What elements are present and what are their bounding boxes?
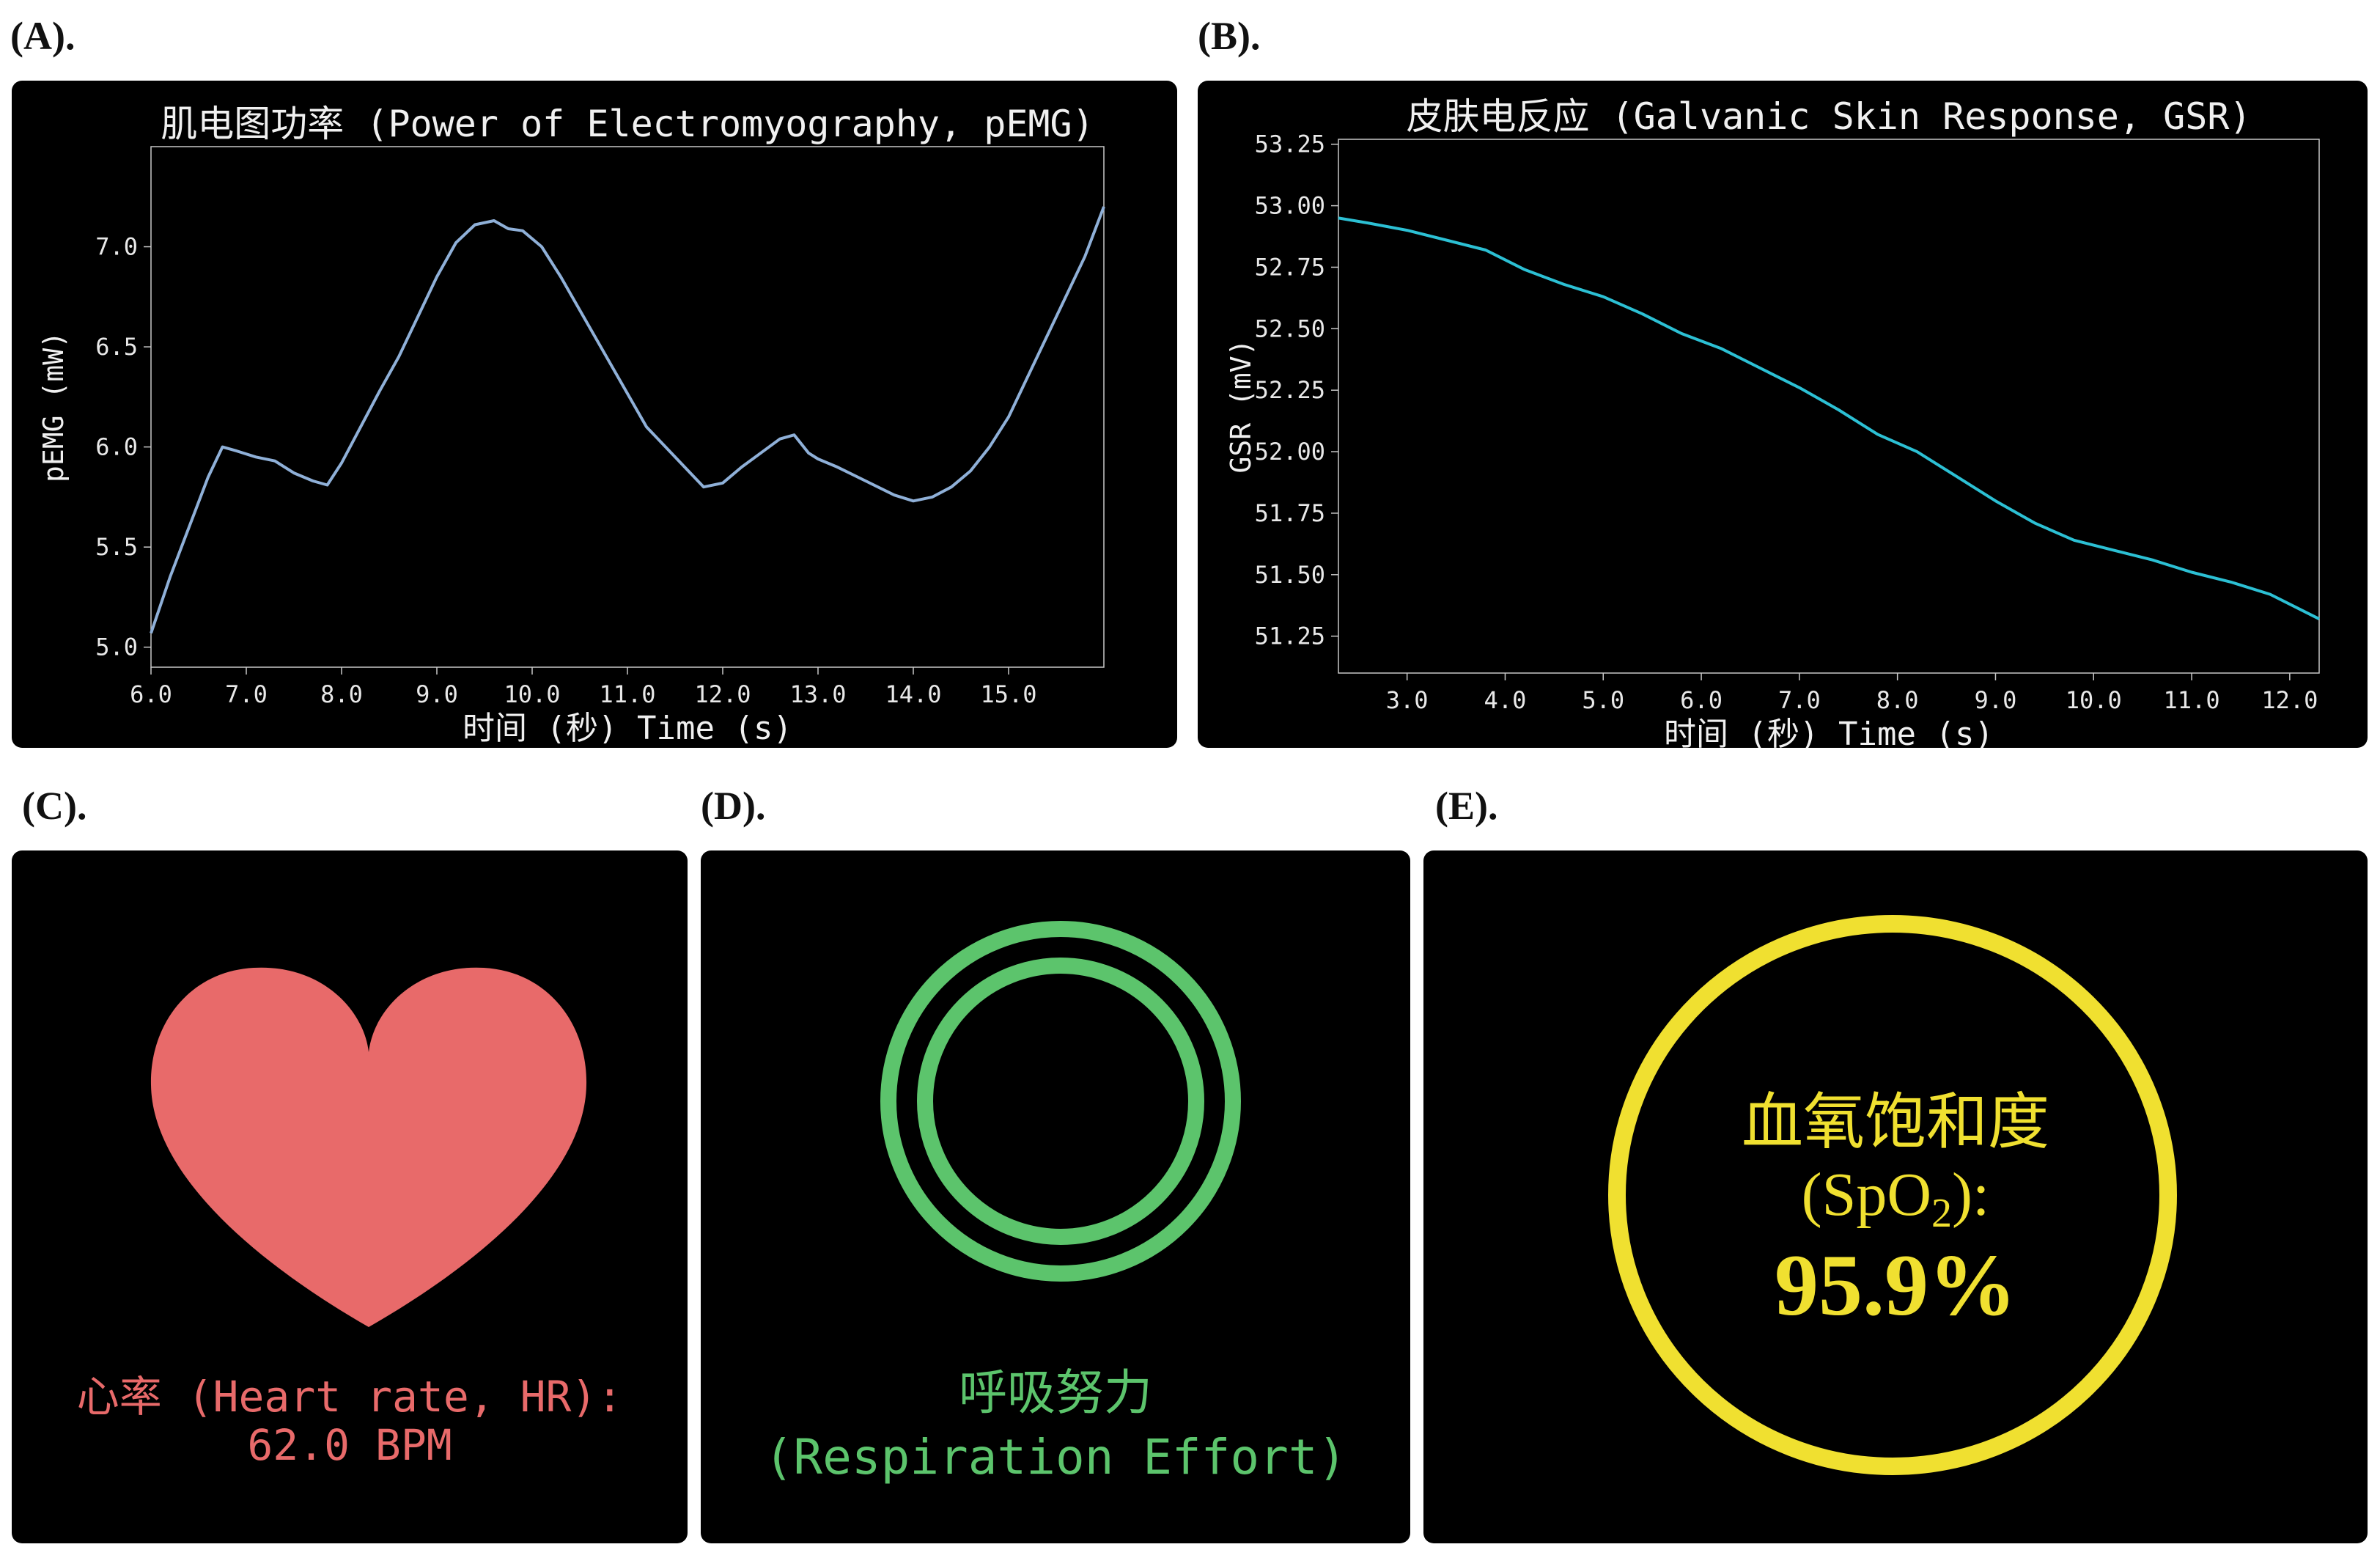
gsr-x-tick-label: 8.0 [1876,686,1919,714]
respiration-title: 呼吸努力 [959,1364,1152,1421]
gsr-y-tick-label: 51.50 [1255,561,1325,589]
pemg-x-tick-label: 12.0 [694,680,751,708]
heart-icon [150,967,587,1327]
pemg-plot-frame [150,146,1105,668]
gsr-x-tick-label: 4.0 [1484,686,1527,714]
pemg-x-tick-label: 14.0 [885,680,941,708]
pemg-y-tick-label: 5.5 [95,533,138,561]
gsr-series-line [1338,216,2320,620]
pemg-y-tick-label: 5.0 [95,633,138,661]
gsr-y-tick-label: 51.75 [1255,499,1325,527]
pemg-y-axis-label: pEMG (mW) [37,331,70,482]
pemg-title: 肌电图功率 (Power of Electromyography, pEMG) [161,103,1094,145]
pemg-series-line [150,206,1105,634]
gsr-x-tick-label: 7.0 [1778,686,1821,714]
gsr-y-tick-label: 52.00 [1255,438,1325,466]
gsr-y-tick-label: 51.25 [1255,622,1325,650]
panel-a-label: (A). [10,14,75,58]
panel-b-label: (B). [1198,14,1261,58]
pemg-x-tick-label: 6.0 [130,680,172,708]
gsr-y-tick-label: 53.00 [1255,192,1325,220]
respiration-subtitle: (Respiration Effort) [764,1429,1347,1485]
panel-d-label: (D). [701,784,766,828]
spo2-sub-sub: 2 [1931,1191,1953,1236]
heart-rate-panel: 心率 (Heart rate, HR): 62.0 BPM [12,850,688,1543]
ring-icon [1608,915,2177,1475]
gsr-y-tick-label: 53.25 [1255,131,1325,158]
gsr-plot-frame [1338,139,2320,674]
pemg-x-tick-label: 15.0 [980,680,1036,708]
spo2-sub-post: ): [1952,1161,1990,1229]
respiration-panel: 呼吸努力 (Respiration Effort) [701,850,1410,1543]
pemg-y-tick-label: 6.0 [95,433,138,461]
pemg-chart: 肌电图功率 (Power of Electromyography, pEMG) 6… [37,103,1105,747]
pemg-x-tick-label: 7.0 [225,680,268,708]
gsr-x-tick-label: 9.0 [1975,686,2017,714]
spo2-panel: 血氧饱和度 (SpO2): 95.9% [1423,850,2368,1543]
gsr-x-tick-label: 6.0 [1680,686,1723,714]
heart-rate-value: 62.0 BPM [247,1420,452,1470]
gsr-y-tick-label: 52.50 [1255,315,1325,342]
pemg-x-axis-label: 时间 (秒) Time (s) [463,710,792,747]
double-ring-icon [880,921,1241,1282]
spo2-value: 95.9% [1775,1236,2016,1334]
gsr-title: 皮肤电反应 (Galvanic Skin Response, GSR) [1406,95,2251,138]
gsr-y-axis-label: GSR (mV) [1225,339,1257,473]
pemg-chart-panel: 肌电图功率 (Power of Electromyography, pEMG) 6… [12,81,1177,748]
pemg-x-tick-label: 10.0 [504,680,560,708]
gsr-y-tick-label: 52.75 [1255,253,1325,281]
gsr-x-tick-label: 11.0 [2164,686,2220,714]
panel-c-label: (C). [22,784,87,828]
heart-rate-title: 心率 (Heart rate, HR): [76,1372,623,1422]
gsr-x-tick-label: 3.0 [1386,686,1429,714]
spo2-sub-pre: (SpO [1801,1161,1932,1229]
pemg-y-tick-label: 7.0 [95,233,138,261]
panel-e-label: (E). [1435,784,1498,828]
spo2-title: 血氧饱和度 [1741,1086,2049,1158]
pemg-x-tick-label: 11.0 [599,680,655,708]
pemg-x-tick-label: 9.0 [416,680,458,708]
pemg-x-tick-label: 13.0 [789,680,846,708]
gsr-x-axis-label: 时间 (秒) Time (s) [1664,716,1994,748]
gsr-y-tick-label: 52.25 [1255,376,1325,404]
pemg-y-tick-label: 6.5 [95,333,138,361]
spo2-subtitle: (SpO2): [1423,1158,2368,1250]
gsr-chart: 皮肤电反应 (Galvanic Skin Response, GSR) 3.0 4.… [1225,95,2320,748]
gsr-x-tick-label: 12.0 [2261,686,2318,714]
gsr-x-tick-label: 10.0 [2066,686,2122,714]
gsr-chart-panel: 皮肤电反应 (Galvanic Skin Response, GSR) 3.0 4.… [1198,81,2368,748]
gsr-x-tick-label: 5.0 [1582,686,1624,714]
pemg-x-tick-label: 8.0 [320,680,363,708]
